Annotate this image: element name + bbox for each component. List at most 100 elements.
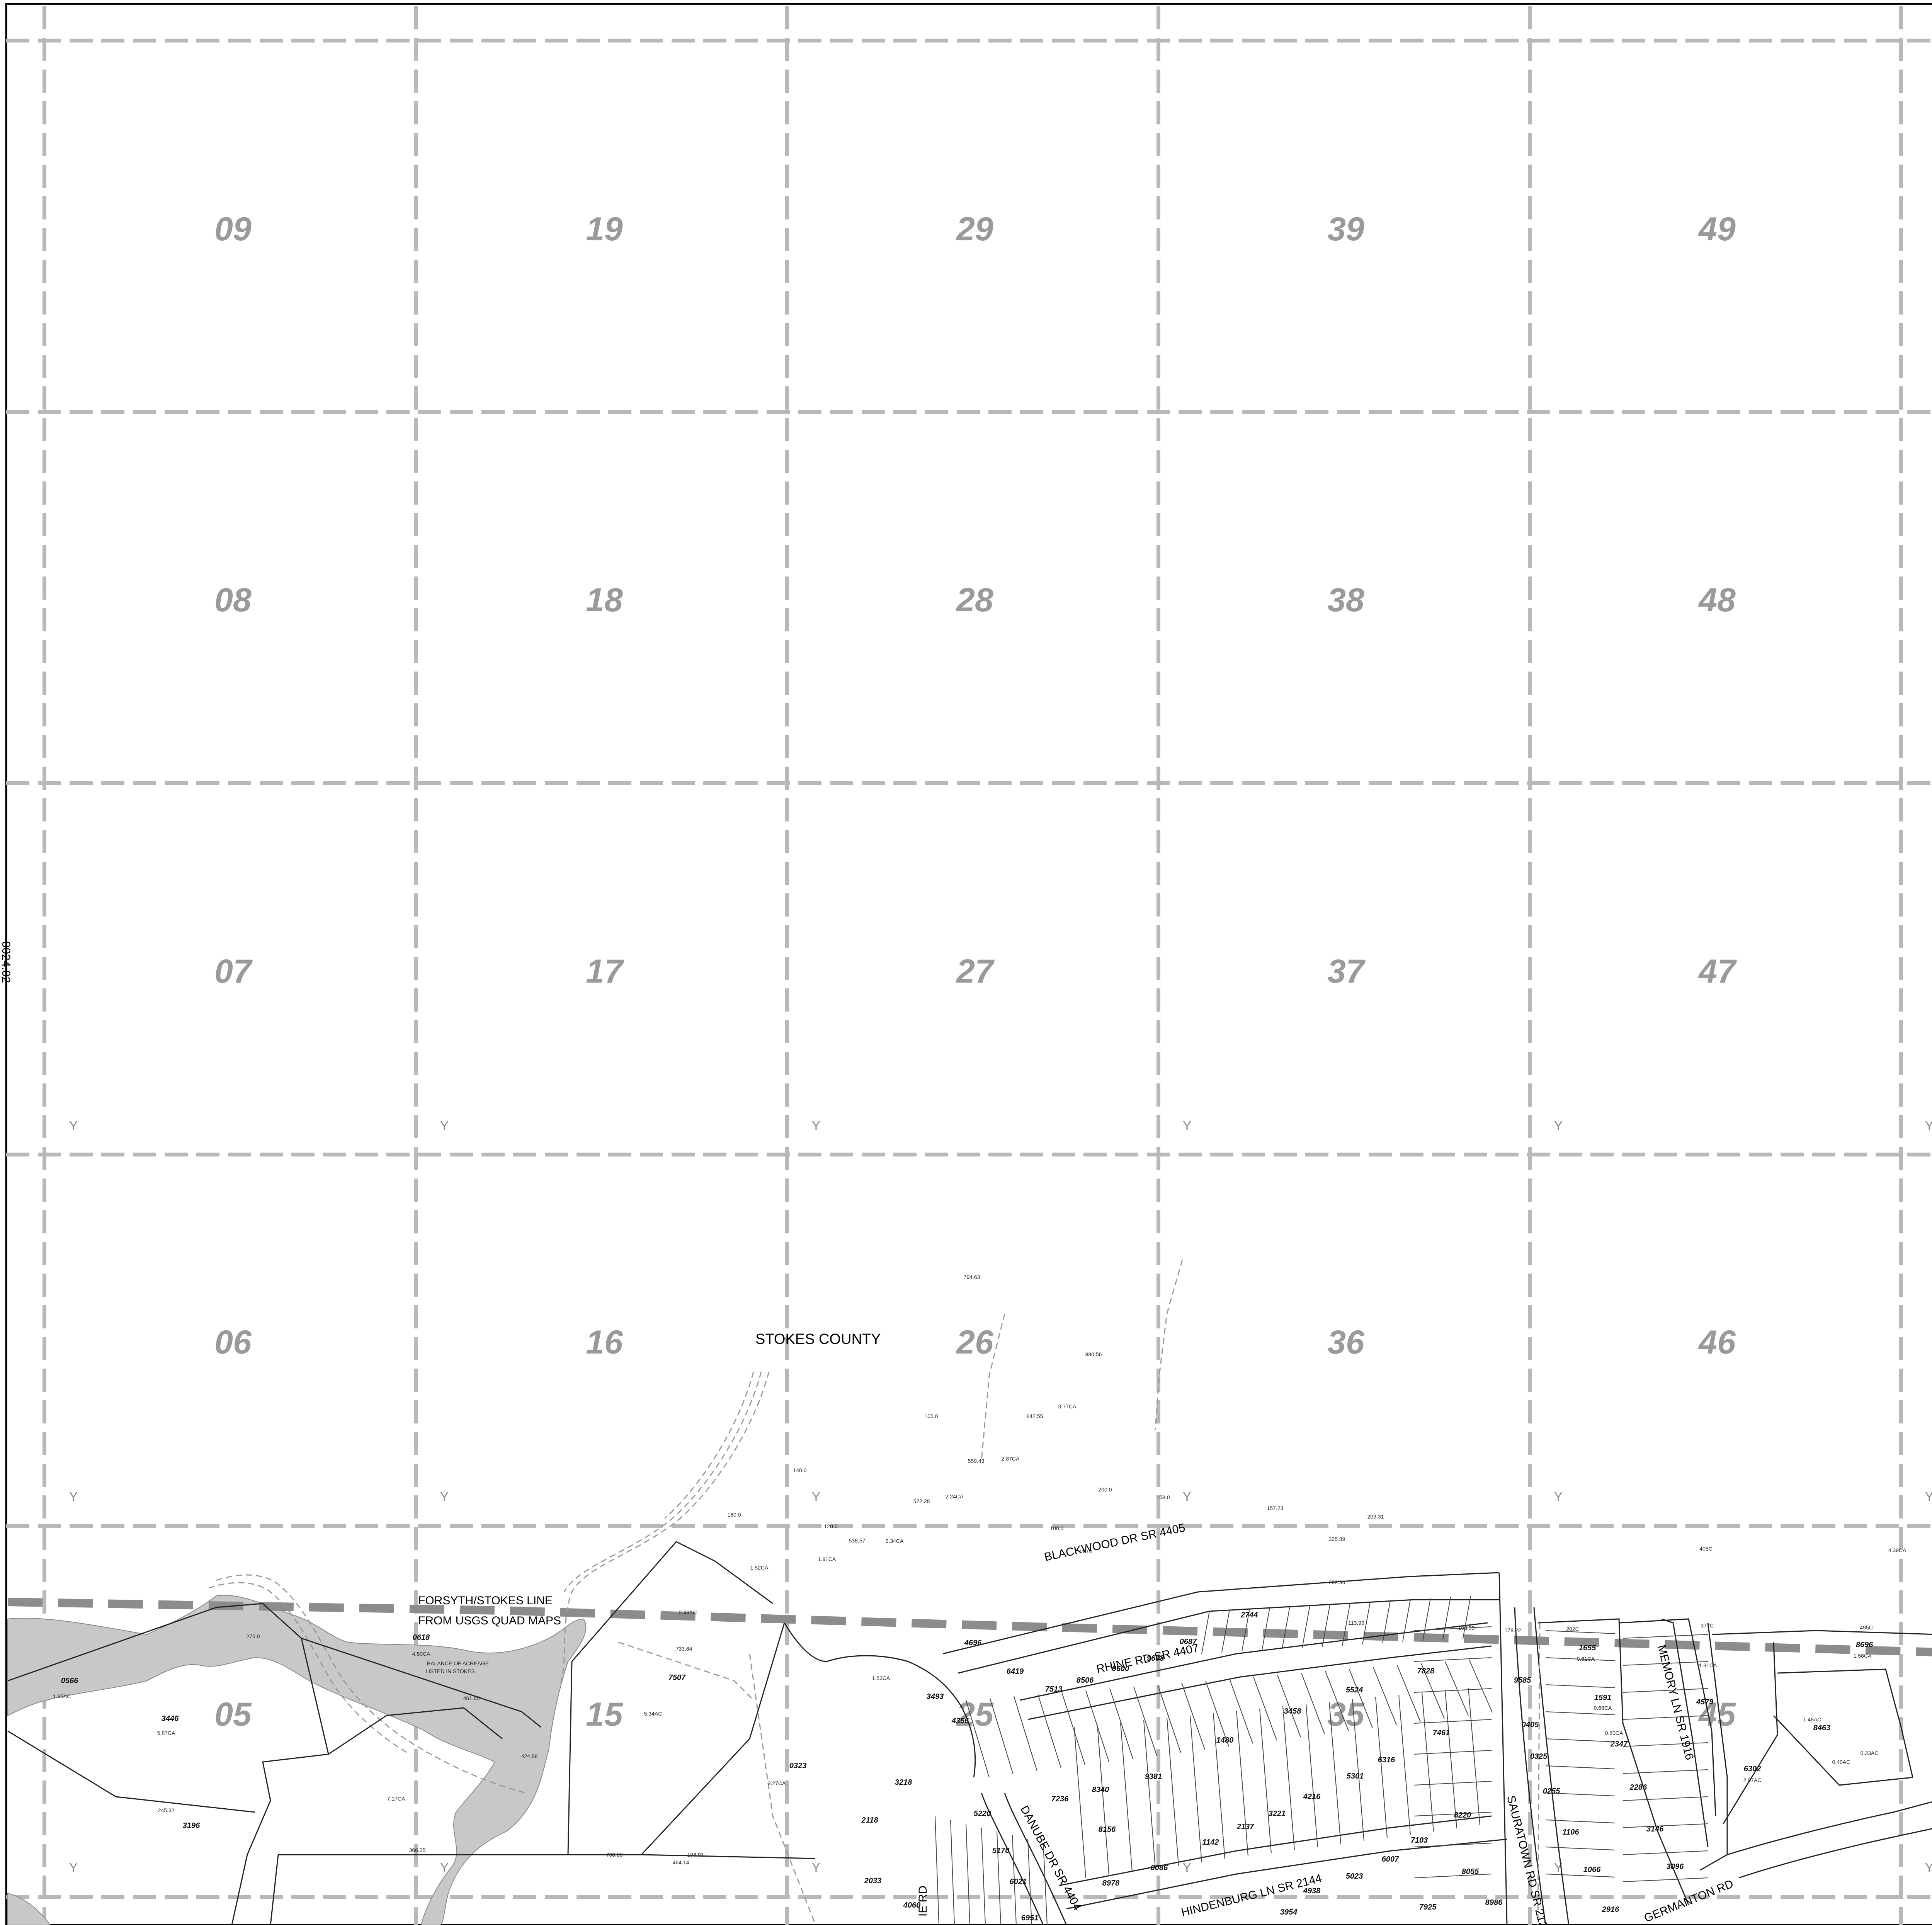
memory-ln-label: MEMORY LN SR 1916 bbox=[1655, 1644, 1696, 1762]
dimension-label: 202.36 bbox=[1329, 1579, 1345, 1585]
parcel-lines-east bbox=[942, 1572, 1932, 1925]
parcel-number: 4060 bbox=[903, 1901, 921, 1910]
dimension-label: 105.0 bbox=[924, 1413, 938, 1419]
stream-bands bbox=[208, 1371, 770, 1794]
grid-y-mark: Y bbox=[1925, 1490, 1932, 1504]
parcel-number: 7925 bbox=[1419, 1903, 1437, 1911]
parcel-number: 8986 bbox=[1485, 1898, 1503, 1907]
parcel-number: 6302 bbox=[1744, 1765, 1761, 1773]
dimension-label: 245.32 bbox=[158, 1807, 175, 1813]
dimension-label: 178.22 bbox=[1505, 1627, 1521, 1633]
parcel-number: 4579 bbox=[1696, 1698, 1714, 1706]
dimension-label: 0.68CA bbox=[1594, 1705, 1612, 1711]
dimension-label: 0.60CA bbox=[1605, 1730, 1623, 1736]
dimension-label: 377C bbox=[1701, 1622, 1713, 1629]
parcel-number: 1066 bbox=[1583, 1865, 1601, 1874]
grid-cell-label: 38 bbox=[1327, 582, 1364, 619]
grid-cell-label: 06 bbox=[214, 1324, 252, 1361]
grid-cell-label: 07 bbox=[214, 953, 253, 990]
parcel-number: 8506 bbox=[1077, 1676, 1094, 1685]
grid-cell-label: 39 bbox=[1327, 211, 1364, 248]
parcel-number: 4356 bbox=[951, 1717, 969, 1725]
parcel-number: 0618 bbox=[413, 1633, 430, 1642]
parcel-number: 1480 bbox=[1216, 1736, 1234, 1745]
parcel-number: 7513 bbox=[1045, 1685, 1063, 1694]
parcel-number: 0405 bbox=[1522, 1721, 1539, 1729]
parcel-number: 7828 bbox=[1417, 1667, 1435, 1675]
dimension-label: 0.61CA bbox=[1577, 1656, 1595, 1662]
parcel-number: 3146 bbox=[1646, 1825, 1664, 1833]
parcel-number: 4696 bbox=[964, 1639, 982, 1647]
dimension-label: 1.52CA bbox=[750, 1564, 769, 1571]
parcel-number: 0255 bbox=[1543, 1787, 1560, 1796]
parcel-number: 3954 bbox=[1280, 1908, 1298, 1916]
dimension-label: 100.0 bbox=[1050, 1525, 1063, 1531]
grid-y-mark: Y bbox=[1183, 1119, 1192, 1133]
grid-y-mark: Y bbox=[69, 1119, 78, 1133]
parcel-number: 2347 bbox=[1610, 1740, 1628, 1748]
parcel-number: 1142 bbox=[1202, 1838, 1219, 1847]
parcel-number: 9693 bbox=[1147, 1654, 1164, 1663]
dimension-label: 366.25 bbox=[409, 1847, 426, 1853]
parcel-number: 0086 bbox=[1151, 1864, 1168, 1872]
grid-y-marks: Y Y Y Y Y YY Y Y Y Y YY Y Y Y Y Y bbox=[69, 1119, 1932, 1875]
balance-acreage-note-2: LISTED IN STOKES bbox=[425, 1668, 474, 1674]
dimension-label: 113.99 bbox=[1348, 1620, 1364, 1626]
dimension-label: 157.23 bbox=[1267, 1505, 1284, 1511]
parcel-number: 0687 bbox=[1180, 1638, 1197, 1646]
parcel-number: 5220 bbox=[974, 1809, 991, 1818]
dimension-label: 1.58CA bbox=[1854, 1653, 1872, 1659]
grid-y-mark: Y bbox=[69, 1490, 78, 1504]
grid-y-mark: Y bbox=[69, 1860, 78, 1875]
parcel-number: 6951 bbox=[1021, 1914, 1039, 1922]
grid-cell-label: 19 bbox=[586, 211, 623, 248]
grid-y-mark: Y bbox=[812, 1860, 821, 1875]
grid-y-mark: Y bbox=[440, 1490, 449, 1504]
parcel-number: 4938 bbox=[1303, 1887, 1321, 1895]
dimension-label: 108.35 bbox=[1458, 1625, 1475, 1631]
parcel-number: 5524 bbox=[1346, 1686, 1363, 1694]
parcel-number: 6316 bbox=[1378, 1756, 1395, 1764]
parcel-number: 3096 bbox=[1667, 1862, 1684, 1871]
parcel-number: 8696 bbox=[1856, 1641, 1873, 1649]
dimension-label: 2.48AC bbox=[679, 1609, 697, 1616]
grid-cell-label: 27 bbox=[956, 953, 995, 990]
parcel-number: 8340 bbox=[1092, 1786, 1109, 1794]
grid-cell-label: 25 bbox=[956, 1696, 994, 1733]
parcel-number: 8978 bbox=[1102, 1879, 1120, 1888]
dimension-label: 3.27CA bbox=[768, 1780, 786, 1786]
dimension-label: 559.43 bbox=[968, 1458, 985, 1464]
balance-acreage-note: BALANCE OF ACREAGE bbox=[427, 1660, 489, 1667]
grid-y-mark: Y bbox=[812, 1119, 821, 1133]
parcel-number: 9381 bbox=[1145, 1772, 1162, 1781]
map-side-label: 0024.02 bbox=[0, 941, 12, 983]
dimension-label: 461.65 bbox=[463, 1695, 480, 1701]
parcel-number: 2033 bbox=[864, 1877, 882, 1885]
map-frame bbox=[5, 3, 1932, 1925]
county-line-source-label: FROM USGS QUAD MAPS bbox=[418, 1614, 561, 1627]
grid-cell-label: 29 bbox=[956, 211, 993, 248]
dimension-label: 120.0 bbox=[824, 1523, 837, 1529]
sauratown-rd-label: SAURATOWN RD SR 2129 bbox=[1504, 1794, 1551, 1925]
grid-cell-label: 49 bbox=[1698, 211, 1736, 248]
grid-y-mark: Y bbox=[1925, 1860, 1932, 1875]
grid-cell-label: 15 bbox=[586, 1696, 623, 1733]
dimension-label: 405C bbox=[1699, 1546, 1712, 1552]
dimension-label: 842.55 bbox=[1027, 1413, 1043, 1419]
grid-y-mark: Y bbox=[440, 1860, 449, 1875]
grid-cell-label: 35 bbox=[1327, 1696, 1365, 1733]
dimension-label: 202C bbox=[1566, 1626, 1579, 1632]
parcel-number: 7507 bbox=[668, 1673, 686, 1682]
dimension-label: 160.0 bbox=[727, 1512, 741, 1518]
dimension-label: 3.77CA bbox=[1058, 1403, 1077, 1410]
survey-dashes bbox=[981, 1259, 1183, 1461]
parcel-number: 3446 bbox=[162, 1714, 179, 1723]
dimension-label: 140.0 bbox=[793, 1467, 806, 1473]
parcel-number: 1655 bbox=[1579, 1644, 1596, 1652]
dimension-label: 5.34AC bbox=[644, 1711, 662, 1717]
dimension-label: 1.85AC bbox=[53, 1693, 71, 1699]
parcel-number: 6021 bbox=[1010, 1877, 1027, 1886]
grid-cell-label: 36 bbox=[1327, 1324, 1365, 1361]
grid-cell-label: 08 bbox=[214, 582, 252, 619]
parcel-number: 7461 bbox=[1433, 1729, 1450, 1737]
